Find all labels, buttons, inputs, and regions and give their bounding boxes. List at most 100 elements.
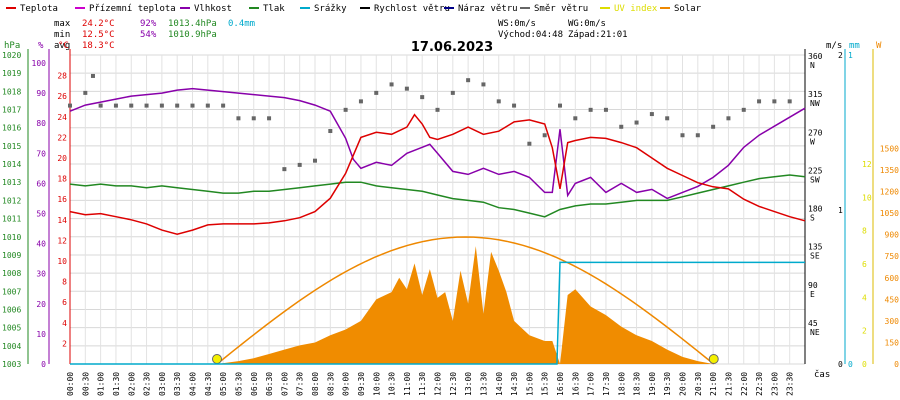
wind-direction-point: [175, 103, 180, 108]
legend-label: Směr větru: [534, 4, 588, 14]
wind-direction-point: [282, 167, 287, 172]
hpa-tick-label: 1004: [2, 342, 21, 351]
pct-tick-label: 70: [36, 149, 46, 158]
c-tick-label: 8: [62, 278, 67, 287]
hpa-tick-label: 1013: [2, 178, 21, 187]
c-tick-label: 16: [57, 195, 67, 204]
x-tick-label: 01:00: [97, 372, 106, 396]
wind-direction-point: [512, 103, 517, 108]
hpa-tick-label: 1009: [2, 251, 21, 260]
wind-direction-point: [68, 103, 72, 108]
mm-tick-label: 0: [848, 360, 853, 369]
x-tick-label: 21:00: [709, 372, 718, 396]
wind-direction-point: [159, 103, 164, 108]
dir-compass-label: NW: [810, 99, 820, 108]
stat-max-hum: 92%: [140, 19, 157, 29]
x-tick-label: 18:30: [633, 372, 642, 396]
w-tick-label: 300: [885, 317, 900, 326]
legend: Teplota Přízemní teplota Vlhkost Tlak Srážky…: [6, 4, 702, 14]
series-temperature-line: [69, 113, 806, 235]
right-unit-label: mm: [849, 41, 860, 51]
stat-ws: WS:0m/s: [498, 19, 536, 29]
uv-tick-label: 4: [862, 293, 867, 302]
dir-compass-label: S: [810, 214, 815, 223]
stat-min-press: 1010.9hPa: [168, 30, 217, 40]
dir-tick-label: 90: [808, 281, 818, 290]
c-tick-label: 2: [62, 339, 67, 348]
uv-tick-label: 0: [862, 360, 867, 369]
x-tick-label: 06:00: [250, 372, 259, 396]
stat-min-hum: 54%: [140, 30, 157, 40]
wind-direction-point: [665, 116, 670, 121]
c-tick-label: 10: [57, 257, 67, 266]
wind-direction-point: [236, 116, 241, 121]
w-tick-label: 1050: [880, 209, 899, 218]
sunrise-marker: [212, 354, 222, 364]
w-tick-label: 900: [885, 231, 900, 240]
x-tick-label: 14:30: [510, 372, 519, 396]
x-tick-label: 09:00: [342, 372, 351, 396]
hpa-tick-label: 1015: [2, 142, 21, 151]
c-tick-label: 22: [57, 133, 67, 142]
pct-tick-label: 50: [36, 210, 46, 219]
wind-direction-point: [558, 103, 562, 108]
wind-direction-point: [787, 99, 792, 104]
x-tick-label: 02:30: [143, 372, 152, 396]
pct-tick-label: 0: [41, 360, 46, 369]
pct-tick-label: 10: [36, 330, 46, 339]
wind-direction-point: [757, 99, 762, 104]
dir-compass-label: SE: [810, 252, 820, 261]
dir-tick-label: 180: [808, 205, 823, 214]
ms-tick-label: 2: [838, 51, 843, 60]
legend-label: Přízemní teplota: [89, 4, 176, 14]
dir-compass-label: NE: [810, 328, 820, 337]
wind-direction-point: [389, 82, 394, 87]
wind-direction-point: [481, 82, 486, 87]
wind-direction-point: [374, 90, 379, 95]
wind-direction-point: [190, 103, 195, 108]
x-tick-label: 06:30: [265, 372, 274, 396]
stat-max-temp: 24.2°C: [82, 19, 115, 29]
x-tick-label: 23:30: [786, 372, 795, 396]
dir-tick-label: 270: [808, 128, 823, 137]
hpa-tick-label: 1007: [2, 287, 21, 296]
x-tick-label: 07:30: [296, 372, 305, 396]
uv-tick-label: 6: [862, 260, 867, 269]
legend-label: Náraz větru: [458, 4, 518, 14]
stat-avg-temp: 18.3°C: [82, 41, 115, 51]
x-tick-label: 20:00: [679, 372, 688, 396]
c-tick-label: 18: [57, 175, 67, 184]
wind-direction-point: [726, 116, 731, 121]
x-tick-label: 10:00: [372, 372, 381, 396]
legend-label: Teplota: [20, 4, 58, 14]
uv-tick-label: 12: [862, 160, 872, 169]
pct-tick-label: 40: [36, 240, 46, 249]
stat-max-press: 1013.4hPa: [168, 19, 217, 29]
x-tick-label: 22:00: [740, 372, 749, 396]
left-unit-label: %: [38, 41, 44, 51]
w-tick-label: 1350: [880, 166, 899, 175]
series-solar-area: [217, 246, 714, 364]
w-tick-label: 1200: [880, 188, 899, 197]
wind-direction-point: [466, 78, 471, 83]
dir-compass-label: W: [810, 137, 815, 146]
series-pressure-line: [69, 174, 806, 218]
x-tick-label: 11:00: [403, 372, 412, 396]
x-tick-label: 14:00: [495, 372, 504, 396]
wind-direction-point: [358, 99, 363, 104]
wind-direction-point: [98, 103, 103, 108]
wind-direction-point: [343, 107, 348, 112]
wind-direction-point: [297, 162, 302, 167]
x-tick-label: 23:00: [770, 372, 779, 396]
wind-direction-point: [588, 107, 593, 112]
c-tick-label: 28: [57, 72, 67, 81]
x-tick-label: 13:00: [464, 372, 473, 396]
wind-direction-point: [573, 116, 578, 121]
x-tick-label: 03:00: [158, 372, 167, 396]
pct-tick-label: 30: [36, 270, 46, 279]
dir-compass-label: N: [810, 61, 815, 70]
pct-tick-label: 90: [36, 89, 46, 98]
series-humidity-line: [69, 87, 806, 200]
wind-direction-point: [420, 95, 425, 100]
x-tick-label: 12:30: [449, 372, 458, 396]
